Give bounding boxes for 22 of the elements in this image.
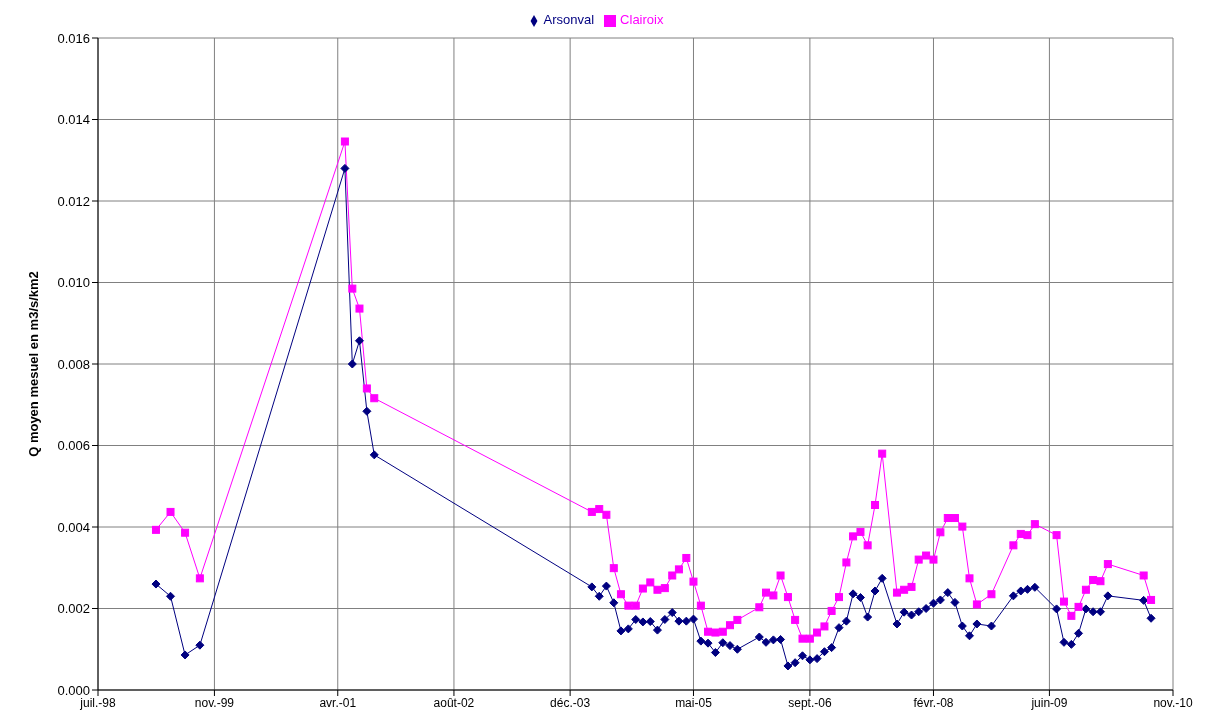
x-tick-label: nov.-10 [1153,695,1193,710]
x-tick-label: avr.-01 [319,695,357,710]
legend-label: Clairoix [620,12,664,27]
x-tick-label: nov.-99 [194,695,235,710]
x-tick-label: juil.-98 [79,695,116,710]
x-tick-label: août-02 [433,695,475,710]
y-tick-label: 0.012 [57,193,90,209]
legend-label: Arsonval [543,12,595,27]
y-tick-label: 0.000 [57,682,90,698]
x-tick-label: juin-09 [1030,695,1068,710]
x-tick-label: sept.-06 [788,695,832,710]
y-tick-label: 0.006 [57,438,90,454]
y-tick-label: 0.016 [57,30,90,46]
y-tick-label: 0.004 [57,519,90,535]
y-tick-label: 0.008 [57,356,90,372]
y-tick-label: 0.010 [57,275,90,291]
x-tick-label: févr.-08 [913,695,954,710]
y-tick-label: 0.014 [57,112,90,128]
x-tick-label: déc.-03 [550,695,591,710]
y-axis-title: Q moyen mesuel en m3/s/km2 [25,271,41,457]
x-tick-label: mai-05 [675,695,713,710]
y-tick-label: 0.002 [57,601,90,617]
